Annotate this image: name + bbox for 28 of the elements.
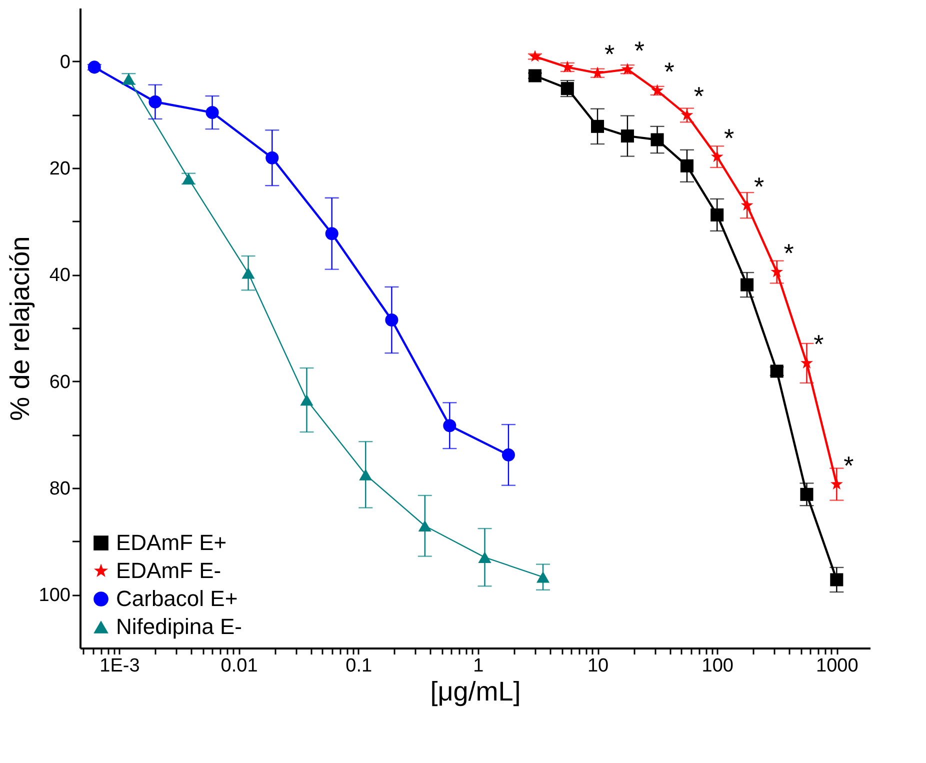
x-tick-label: 0.1	[346, 656, 372, 676]
annotation: *	[664, 56, 674, 87]
annotation: *	[694, 81, 704, 112]
x-tick-label: 10	[587, 656, 609, 676]
annotation: *	[754, 171, 764, 202]
annotation: *	[724, 122, 734, 153]
x-tick-label: 0.01	[220, 656, 258, 676]
y-tick-label: 100	[38, 585, 70, 606]
annotation: *	[634, 35, 645, 66]
x-axis-title: [μg/mL]	[430, 676, 521, 706]
x-tick-label: 100	[702, 656, 734, 676]
legend-label: Nifedipina E-	[116, 614, 242, 639]
y-tick-label: 20	[49, 158, 70, 180]
x-tick-label: 1E-3	[100, 656, 140, 676]
x-tick-label: 1000	[816, 656, 858, 676]
x-tick-label: 1	[473, 656, 484, 676]
y-tick-label: 60	[49, 372, 70, 393]
y-tick-label: 80	[49, 478, 70, 500]
annotation: *	[604, 39, 615, 70]
legend-label: EDAmF E-	[116, 558, 222, 583]
annotation: *	[784, 238, 794, 268]
y-tick-label: 0	[60, 52, 70, 73]
annotation: *	[814, 329, 824, 360]
legend-label: EDAmF E+	[116, 530, 227, 555]
y-axis-title: % de relajación	[4, 236, 35, 421]
legend-label: Carbacol E+	[116, 586, 238, 611]
y-tick-label: 40	[49, 265, 70, 286]
annotation: *	[844, 450, 854, 480]
